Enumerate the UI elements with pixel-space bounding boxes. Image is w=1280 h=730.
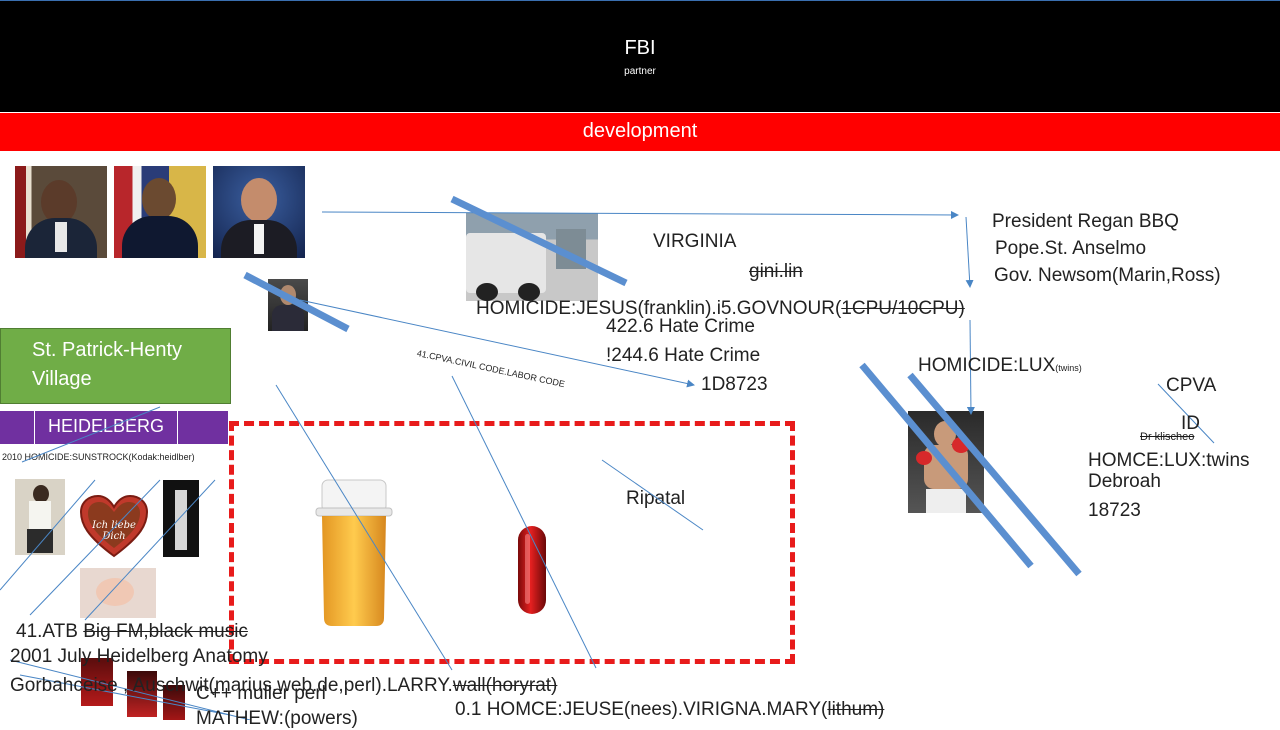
purple-label-box <box>0 411 228 444</box>
debroah-label: Debroah <box>1088 471 1161 492</box>
header-subtitle: partner <box>624 66 656 77</box>
svg-text:Dich: Dich <box>101 531 125 542</box>
homce-jeuse-main: 0.1 HOMCE:JEUSE(nees).VIRIGNA.MARY( <box>455 699 828 720</box>
gorbahceise-main: Gorbahceise , Auschwit(marius.web.de,per… <box>10 675 453 696</box>
homicide-jesus-label: HOMICIDE:JESUS(franklin).i5.GOVNOUR(1CPU… <box>476 298 965 320</box>
portrait-photo-3 <box>213 166 305 258</box>
svg-text:Ich liebe: Ich liebe <box>91 520 136 531</box>
portrait-photo-1 <box>15 166 107 258</box>
klischeo-label: Dr klischeo <box>1140 431 1195 443</box>
statue-photo <box>163 480 199 557</box>
atb-strike: Big FM,black music <box>83 621 248 642</box>
gorbahceise-strike: wall(horyrat) <box>452 675 558 696</box>
header-title: FBI <box>624 37 656 59</box>
gorbahceise-label: Gorbahceise , Auschwit(marius.web.de,per… <box>10 675 557 697</box>
ripatal-label: Ripatal <box>626 488 686 509</box>
hate-crime-2: !244.6 Hate Crime <box>606 345 761 366</box>
atb-prefix: 41.ATB <box>16 621 84 642</box>
id-label: ID <box>1181 413 1200 434</box>
homicide-lux-small: (twins) <box>1055 363 1082 373</box>
header-bar <box>0 0 1280 112</box>
book-cover-2 <box>127 671 157 717</box>
green-label-box <box>0 328 231 404</box>
arrow-icon <box>966 319 975 415</box>
cpva-label: CPVA <box>1166 375 1217 396</box>
virginia-label: VIRGINIA <box>653 231 737 252</box>
arrow-icon <box>965 216 974 288</box>
newsom-label: Gov. Newsom(Marin,Ross) <box>994 265 1221 286</box>
atb-label: 41.ATB Big FM,black music <box>16 621 248 643</box>
heidelberg-anatomy-label: 2001 July Heidelberg Anatomy <box>10 646 268 667</box>
regan-label: President Regan BBQ <box>992 211 1179 232</box>
homce-lux-label: HOMCE:LUX:twins <box>1088 450 1250 471</box>
arrow-icon <box>299 299 695 388</box>
homicide-jesus-main: HOMICIDE:JESUS(franklin).i5.GOVNOUR( <box>476 298 842 319</box>
sunstrock-label: 2010 HOMICIDE:SUNSTROCK(Kodak:heidlber) <box>2 452 195 462</box>
pope-label: Pope.St. Anselmo <box>995 238 1147 259</box>
homce-jeuse-strike: lithum) <box>827 699 885 720</box>
dashed-frame <box>229 421 795 664</box>
banner-bar <box>0 113 1280 151</box>
homce-jeuse-label: 0.1 HOMCE:JEUSE(nees).VIRIGNA.MARY(lithu… <box>455 699 884 721</box>
hate-crime-1: 422.6 Hate Crime <box>606 316 755 337</box>
homicide-jesus-strike: 1CPU/10CPU) <box>841 298 965 319</box>
homicide-lux-main: HOMICIDE:LUX <box>918 355 1056 376</box>
banner-label: development <box>582 120 698 142</box>
green-box-text: St. Patrick-Henty Village <box>32 339 183 390</box>
code-1d8723: 1D8723 <box>701 374 768 395</box>
baby-photo <box>80 568 156 618</box>
mathew-label: MATHEW:(powers) <box>196 708 358 729</box>
gini-label: gini.lin <box>749 261 803 282</box>
purple-box-text: HEIDELBERG <box>34 411 178 444</box>
red-capsule-icon <box>516 524 548 616</box>
book-cover-3 <box>163 685 185 720</box>
arrow-icon <box>321 210 959 219</box>
portrait-photo-2 <box>114 166 206 258</box>
woman-photo <box>15 479 65 555</box>
homicide-lux-label: HOMICIDE:LUX(twins) <box>918 355 1082 377</box>
number-18723: 18723 <box>1088 500 1141 521</box>
cpp-muller-label: C++ muller perl <box>196 683 326 704</box>
